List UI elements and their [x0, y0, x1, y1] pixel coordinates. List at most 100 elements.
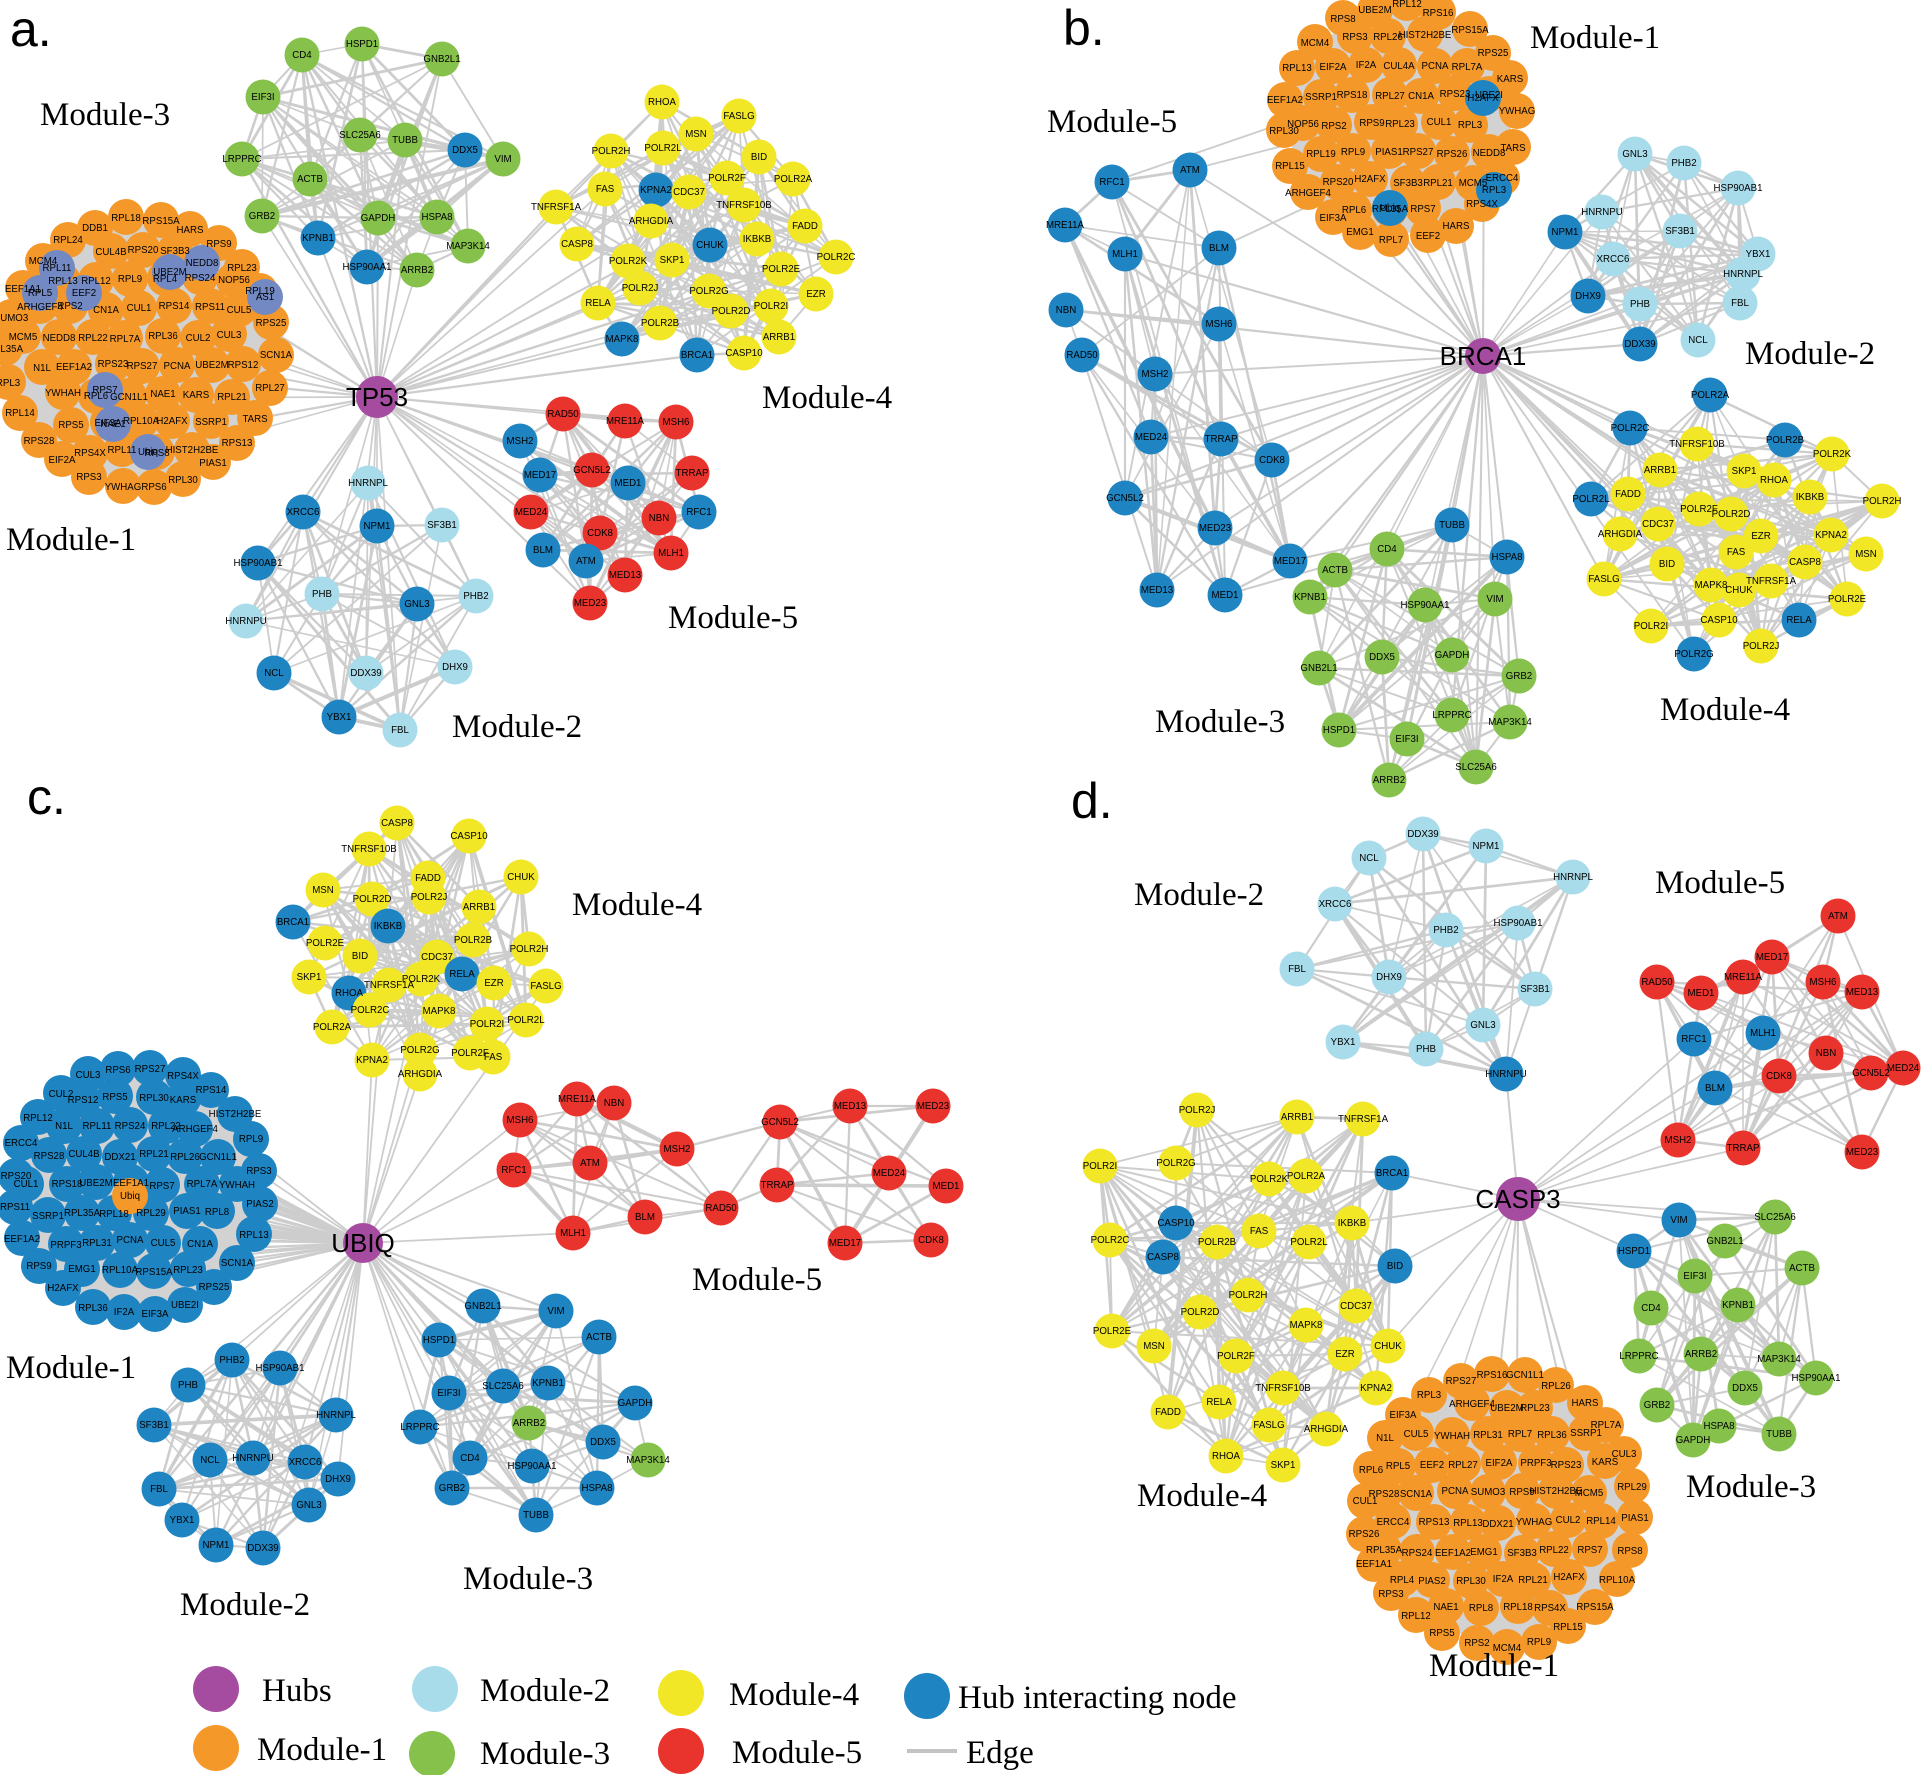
svg-text:GRB2: GRB2: [1644, 1400, 1670, 1411]
svg-text:HSPA8: HSPA8: [421, 212, 452, 223]
svg-text:TUBB: TUBB: [1439, 520, 1465, 531]
svg-text:RPL36: RPL36: [1537, 1430, 1567, 1441]
svg-text:RPS15A: RPS15A: [142, 216, 180, 227]
svg-text:YBX1: YBX1: [327, 712, 352, 723]
svg-text:IF2A: IF2A: [1356, 60, 1377, 71]
svg-text:CUL1: CUL1: [1427, 117, 1452, 128]
svg-text:MCM5: MCM5: [9, 332, 38, 343]
svg-text:EIF3A: EIF3A: [142, 1309, 169, 1320]
svg-text:MSH6: MSH6: [507, 1115, 534, 1126]
svg-text:RPS16: RPS16: [1423, 8, 1454, 19]
svg-text:RPL7A: RPL7A: [187, 1179, 218, 1190]
svg-text:CN1A: CN1A: [187, 1239, 213, 1250]
svg-text:RPL12: RPL12: [81, 276, 111, 287]
svg-text:MSH6: MSH6: [1206, 319, 1233, 330]
svg-text:HNRNPU: HNRNPU: [232, 1453, 273, 1464]
svg-text:MLH1: MLH1: [1750, 1028, 1776, 1039]
svg-text:CASP8: CASP8: [561, 239, 593, 250]
svg-text:POLR2E: POLR2E: [1828, 594, 1867, 605]
svg-text:RPL29: RPL29: [1617, 1482, 1647, 1493]
svg-text:RPL18: RPL18: [1503, 1602, 1533, 1613]
svg-text:RPS9: RPS9: [206, 239, 231, 250]
svg-text:H2AFX: H2AFX: [1467, 93, 1499, 104]
svg-text:RPS26: RPS26: [1437, 149, 1468, 160]
svg-text:POLR2H: POLR2H: [510, 944, 549, 955]
svg-text:YWHAG: YWHAG: [1516, 1517, 1553, 1528]
svg-text:LRPPRC: LRPPRC: [400, 1422, 439, 1433]
svg-text:MED23: MED23: [1846, 1147, 1878, 1158]
svg-text:RPL35A: RPL35A: [1366, 1545, 1403, 1556]
svg-text:LRPPRC: LRPPRC: [1619, 1351, 1658, 1362]
svg-text:CDC37: CDC37: [1340, 1301, 1372, 1312]
svg-text:MLH1: MLH1: [1112, 249, 1138, 260]
svg-text:RPL19: RPL19: [245, 286, 275, 297]
svg-text:YWHAH: YWHAH: [45, 388, 81, 399]
svg-text:RPL26: RPL26: [1541, 1381, 1571, 1392]
svg-text:CASP10: CASP10: [450, 831, 488, 842]
svg-text:CUL3: CUL3: [217, 330, 242, 341]
svg-text:SLC25A6: SLC25A6: [482, 1381, 523, 1392]
svg-text:SSRP1: SSRP1: [32, 1211, 64, 1222]
svg-text:PIAS1: PIAS1: [1621, 1513, 1648, 1524]
svg-text:RPL22: RPL22: [78, 333, 108, 344]
svg-text:RAD50: RAD50: [547, 409, 579, 420]
svg-text:NPM1: NPM1: [364, 521, 391, 532]
svg-text:RPL21: RPL21: [139, 1149, 169, 1160]
svg-text:MED1: MED1: [1212, 590, 1239, 601]
svg-text:CASP8: CASP8: [1789, 557, 1821, 568]
svg-text:POLR2D: POLR2D: [1712, 509, 1751, 520]
svg-text:CDC37: CDC37: [1642, 519, 1674, 530]
svg-text:NEDD8: NEDD8: [43, 333, 76, 344]
svg-text:RPL31: RPL31: [1473, 1430, 1503, 1441]
svg-text:POLR2A: POLR2A: [313, 1022, 352, 1033]
svg-text:PHB2: PHB2: [219, 1355, 244, 1366]
svg-text:RPS20: RPS20: [128, 245, 159, 256]
svg-text:BRCA1: BRCA1: [1440, 341, 1527, 371]
svg-text:KPNA2: KPNA2: [640, 185, 672, 196]
svg-text:GRB2: GRB2: [1506, 671, 1532, 682]
svg-text:CDK8: CDK8: [1259, 455, 1285, 466]
svg-text:CHUK: CHUK: [696, 240, 724, 251]
svg-text:RPL11: RPL11: [108, 445, 137, 456]
svg-text:CD4: CD4: [460, 1453, 480, 1464]
svg-text:TP53: TP53: [346, 382, 408, 412]
svg-text:DDX39: DDX39: [1407, 829, 1438, 840]
svg-text:Ubiq: Ubiq: [1380, 203, 1400, 214]
svg-text:RPS7: RPS7: [1577, 1545, 1602, 1556]
svg-text:HIST2H2BE: HIST2H2BE: [166, 445, 219, 456]
svg-text:Module-5: Module-5: [1655, 865, 1785, 901]
svg-text:Module-4: Module-4: [1660, 692, 1790, 728]
svg-text:CUL2: CUL2: [186, 333, 211, 344]
svg-text:RPL7A: RPL7A: [110, 334, 141, 345]
svg-text:FADD: FADD: [1155, 1407, 1181, 1418]
svg-text:CDK8: CDK8: [587, 528, 613, 539]
svg-text:TRRAP: TRRAP: [1727, 1143, 1760, 1154]
svg-text:RPS20: RPS20: [1323, 177, 1354, 188]
svg-text:RPS5: RPS5: [58, 420, 83, 431]
svg-text:MAPK8: MAPK8: [1290, 1320, 1323, 1331]
svg-text:ARHGDIA: ARHGDIA: [398, 1069, 443, 1080]
svg-text:MSH6: MSH6: [663, 417, 690, 428]
svg-text:EIF2A: EIF2A: [1320, 62, 1347, 73]
svg-text:KPNB1: KPNB1: [1722, 1300, 1754, 1311]
svg-text:RPS5: RPS5: [1429, 1628, 1454, 1639]
svg-text:RPL13: RPL13: [239, 1230, 269, 1241]
svg-text:RPL6: RPL6: [1359, 1465, 1383, 1476]
svg-text:SLC25A6: SLC25A6: [1754, 1212, 1795, 1223]
svg-text:POLR2K: POLR2K: [1813, 449, 1852, 460]
svg-text:RPS27: RPS27: [1403, 147, 1434, 158]
svg-text:DHX9: DHX9: [325, 1474, 351, 1485]
svg-text:RPS4X: RPS4X: [1466, 199, 1498, 210]
svg-text:H2AFX: H2AFX: [47, 1283, 79, 1294]
svg-text:RHOA: RHOA: [648, 97, 677, 108]
svg-text:ERCC4: ERCC4: [1486, 173, 1519, 184]
svg-text:YWHAH: YWHAH: [1434, 1431, 1470, 1442]
svg-text:SF3B1: SF3B1: [427, 520, 457, 531]
svg-text:ARHGEF4: ARHGEF4: [1449, 1399, 1495, 1410]
svg-text:FBL: FBL: [1731, 298, 1749, 309]
svg-text:EZR: EZR: [806, 289, 825, 300]
svg-text:RPS27: RPS27: [135, 1064, 166, 1075]
svg-text:PHB2: PHB2: [1671, 158, 1696, 169]
svg-text:UBE2M: UBE2M: [1490, 1403, 1523, 1414]
svg-text:RPL31: RPL31: [82, 1238, 112, 1249]
